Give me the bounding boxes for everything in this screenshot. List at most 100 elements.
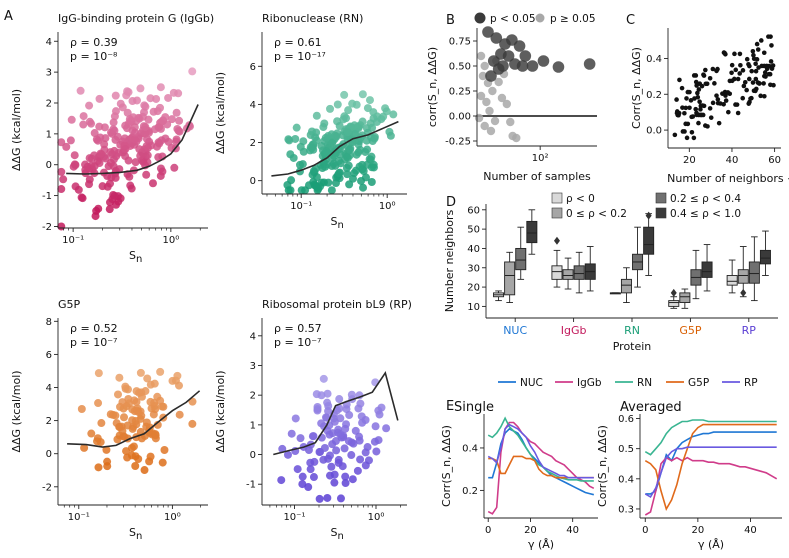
scatter-point xyxy=(358,90,367,99)
x-axis-label: γ (Å) xyxy=(528,538,554,551)
scatter-point xyxy=(320,443,329,452)
scatter-point xyxy=(131,128,140,137)
scatter-point xyxy=(142,170,151,179)
trend-line xyxy=(271,120,399,177)
scatter-point xyxy=(716,120,722,126)
panel-letter-c: C xyxy=(626,13,635,28)
scatter-point xyxy=(701,72,706,77)
x-tick-label: 20 xyxy=(691,525,704,536)
point-nonsignificant xyxy=(476,91,486,101)
scatter-point xyxy=(680,105,685,110)
point-nonsignificant xyxy=(482,97,491,107)
scatter-point xyxy=(96,133,105,142)
scatter-point xyxy=(737,51,743,57)
point-nonsignificant xyxy=(502,99,512,109)
category-label: RP xyxy=(742,324,757,337)
scatter-point xyxy=(744,56,750,62)
trend-line xyxy=(67,390,201,448)
scatter-point xyxy=(106,148,115,157)
box xyxy=(701,261,713,278)
box xyxy=(526,220,538,244)
scatter-point xyxy=(750,49,756,54)
legend-label: G5P xyxy=(688,377,709,389)
scatter-point xyxy=(335,404,344,413)
scatter-point xyxy=(324,132,333,141)
scatter-point xyxy=(370,134,379,143)
x-tick-label: 20 xyxy=(524,525,537,536)
scatter-point xyxy=(763,74,768,79)
scatter-point xyxy=(128,97,137,106)
x-tick-label: 10⁻¹ xyxy=(62,235,84,246)
box-outlier xyxy=(670,288,677,297)
scatter-point xyxy=(312,136,321,145)
y-tick-label: 4 xyxy=(46,37,52,48)
y-tick-label: 4 xyxy=(250,331,256,342)
scatter-point xyxy=(143,374,152,383)
scatter-point xyxy=(741,83,747,89)
chart-A2: Ribonuclease (RN) 0 2 4 6 10⁻¹ 10⁰ ρ = 0.61p = … xyxy=(214,12,407,231)
scatter-point xyxy=(296,434,305,443)
scatter-point xyxy=(106,179,115,188)
scatter-point xyxy=(127,184,136,193)
scatter-point xyxy=(128,416,137,425)
y-tick-label: 0 xyxy=(46,160,52,171)
scatter-point xyxy=(323,160,332,169)
x-tick-label: 40 xyxy=(744,525,757,536)
scatter-point xyxy=(343,170,352,179)
box xyxy=(551,265,563,280)
scatter-point xyxy=(128,424,137,433)
scatter-point xyxy=(335,169,344,178)
scatter-point xyxy=(95,122,104,131)
y-tick-label: 0.2 xyxy=(646,90,662,101)
scatter-point xyxy=(283,450,292,459)
scatter-point xyxy=(141,129,150,138)
scatter-point xyxy=(721,101,726,107)
y-axis-label: Corr(S_n, ΔΔG) xyxy=(596,425,609,507)
scatter-point xyxy=(725,90,731,95)
chart-B: -0.25 0.00 0.25 0.50 0.75 10² p < 0.05 p ≥ 0.05… xyxy=(426,12,597,183)
scatter-point xyxy=(343,128,352,137)
legend-label: RP xyxy=(744,377,758,389)
scatter-point xyxy=(328,440,337,449)
scatter-point xyxy=(703,81,709,87)
scatter-point xyxy=(123,108,132,117)
scatter-point xyxy=(124,88,133,97)
subplot-1: Averaged 0.3 0.4 0.5 0.6 0 20 40 γ (Å) Corr(S_n, … xyxy=(596,400,782,551)
scatter-point xyxy=(111,411,120,420)
y-tick-label: 4 xyxy=(250,100,256,111)
scatter-point xyxy=(692,96,697,101)
x-axis-label: Number of neighbors < 15 xyxy=(667,172,789,185)
scatter-point xyxy=(698,103,704,109)
box xyxy=(515,247,527,271)
scatter-point xyxy=(312,111,321,120)
scatter-point xyxy=(158,458,167,467)
scatter-point xyxy=(352,166,361,175)
scatter-point xyxy=(146,397,155,406)
box xyxy=(726,275,738,286)
scatter-point xyxy=(317,391,326,400)
y-tick-label: -1 xyxy=(246,480,256,491)
y-tick-label: 0.3 xyxy=(618,504,634,515)
scatter-point xyxy=(317,141,326,150)
scatter-point xyxy=(755,47,761,52)
scatter-point xyxy=(79,120,88,129)
scatter-point xyxy=(693,106,699,112)
scatter-point xyxy=(120,432,129,441)
stat-p: p = 10⁻⁷ xyxy=(70,336,117,349)
scatter-point xyxy=(188,67,197,76)
scatter-point xyxy=(771,82,776,88)
scatter-point xyxy=(113,390,122,399)
legend-label: 0.2 ≤ ρ < 0.4 xyxy=(670,193,741,205)
scatter-point xyxy=(707,75,713,81)
scatter-point xyxy=(768,59,774,64)
scatter-point xyxy=(140,108,149,117)
y-tick-label: 0.2 xyxy=(462,486,478,497)
scatter-point xyxy=(362,136,371,145)
scatter-point xyxy=(356,145,365,154)
scatter-point xyxy=(336,494,345,503)
scatter-point xyxy=(705,124,710,129)
scatter-point xyxy=(327,186,336,195)
y-tick-label: 8 xyxy=(46,317,52,328)
scatter-point xyxy=(738,62,743,68)
scatter-point xyxy=(90,129,99,138)
